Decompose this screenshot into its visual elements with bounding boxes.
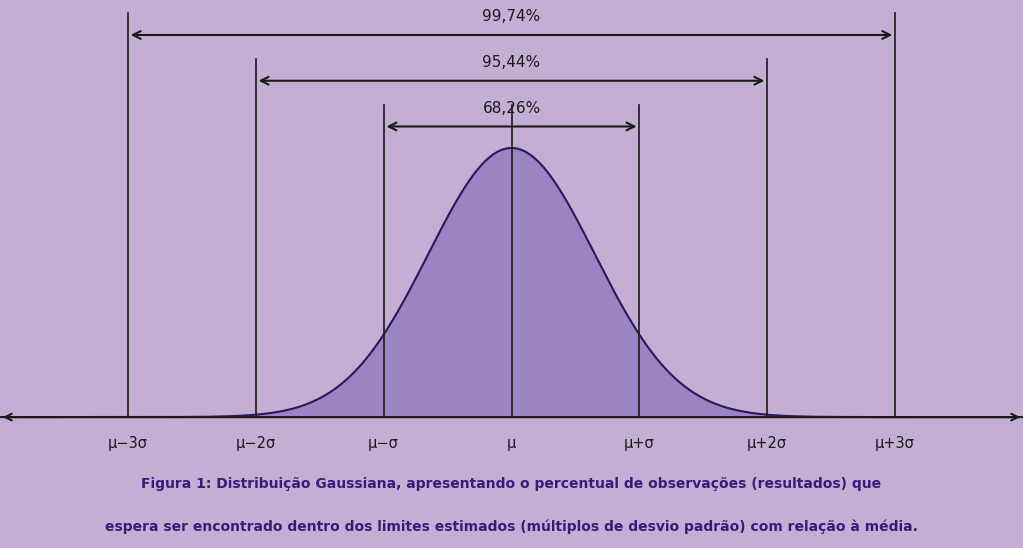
Text: μ+σ: μ+σ: [624, 436, 655, 451]
Text: 95,44%: 95,44%: [483, 55, 540, 70]
Text: μ+3σ: μ+3σ: [876, 436, 915, 451]
Text: 99,74%: 99,74%: [483, 9, 540, 24]
Text: espera ser encontrado dentro dos limites estimados (múltiplos de desvio padrão) : espera ser encontrado dentro dos limites…: [105, 519, 918, 534]
Text: μ−σ: μ−σ: [368, 436, 399, 451]
Text: μ−3σ: μ−3σ: [107, 436, 148, 451]
Text: 68,26%: 68,26%: [483, 101, 540, 116]
Text: μ−2σ: μ−2σ: [235, 436, 276, 451]
Text: μ+2σ: μ+2σ: [747, 436, 788, 451]
Text: μ: μ: [506, 436, 517, 451]
Text: Figura 1: Distribuição Gaussiana, apresentando o percentual de observações (resu: Figura 1: Distribuição Gaussiana, aprese…: [141, 477, 882, 491]
